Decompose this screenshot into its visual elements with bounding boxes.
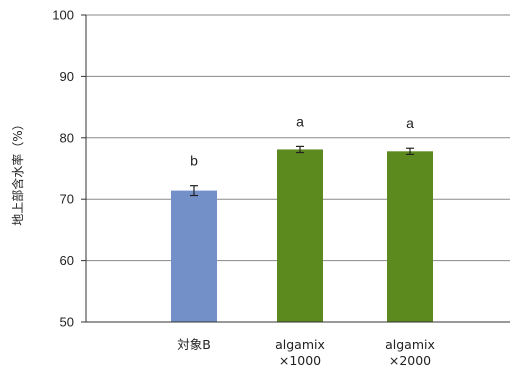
bar [387, 151, 433, 322]
gridlines [86, 14, 510, 262]
y-tick-label: 70 [60, 192, 74, 207]
y-tick-label: 100 [52, 8, 74, 23]
y-tick-label: 50 [60, 315, 74, 330]
significance-label: a [406, 115, 414, 131]
y-tick-label: 60 [60, 253, 74, 268]
significance-label: b [190, 153, 198, 169]
y-tick-label: 90 [60, 69, 74, 84]
significance-label: a [296, 113, 304, 129]
x-tick-label: ×1000 [279, 353, 321, 368]
x-tick-label: 対象B [177, 337, 211, 352]
axes: 50 60 70 80 90 100 [52, 8, 510, 330]
bars [171, 145, 433, 322]
x-tick-label: ×2000 [389, 353, 431, 368]
x-tick-label: algamix [275, 337, 325, 352]
y-axis-title: 地上部含水率（%） [10, 118, 25, 225]
bar [171, 190, 217, 322]
y-tick-label: 80 [60, 130, 74, 145]
bar [277, 149, 323, 322]
x-tick-label: algamix [385, 337, 435, 352]
